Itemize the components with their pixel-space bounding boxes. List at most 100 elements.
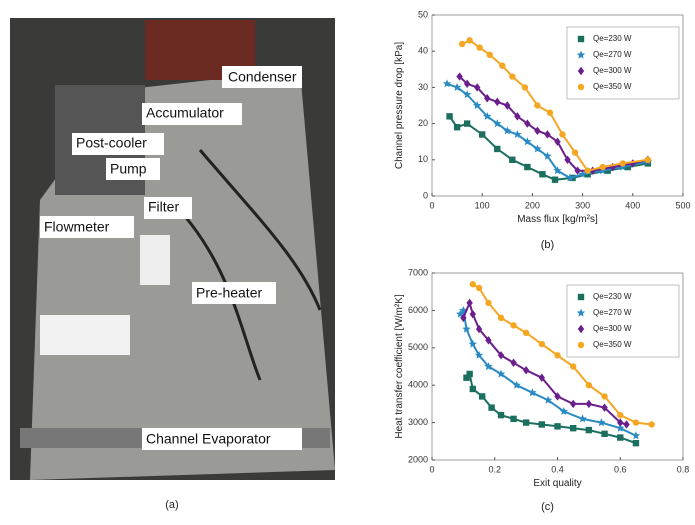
- x-tick-label: 200: [525, 200, 540, 210]
- marker: [524, 163, 531, 171]
- marker: [473, 101, 482, 110]
- marker: [571, 149, 579, 156]
- marker: [497, 314, 505, 322]
- marker: [453, 124, 461, 131]
- marker: [485, 336, 492, 345]
- marker: [460, 313, 467, 323]
- marker: [521, 84, 529, 91]
- marker: [601, 430, 608, 438]
- marker: [538, 373, 546, 382]
- marker: [510, 322, 517, 329]
- y-tick-label: 2000: [408, 454, 428, 464]
- marker: [569, 425, 577, 432]
- marker: [585, 382, 593, 389]
- marker: [569, 363, 577, 370]
- marker: [509, 73, 516, 80]
- y-tick-label: 5000: [408, 342, 428, 352]
- x-tick-label: 0.6: [614, 464, 627, 474]
- marker: [458, 40, 466, 48]
- marker: [559, 131, 566, 138]
- marker: [463, 79, 471, 88]
- marker: [452, 83, 462, 91]
- marker: [576, 308, 586, 317]
- marker: [469, 309, 476, 319]
- marker: [514, 112, 521, 121]
- legend-label: Qe=230 W: [593, 34, 632, 43]
- label-box: [106, 158, 160, 180]
- x-tick-label: 500: [675, 200, 690, 210]
- marker: [564, 155, 571, 164]
- marker: [616, 423, 625, 432]
- marker: [539, 171, 546, 178]
- photo-label: Post-cooler: [76, 135, 147, 151]
- x-tick-label: 0.4: [551, 464, 564, 474]
- y-tick-label: 20: [418, 118, 428, 128]
- marker: [486, 51, 493, 59]
- x-tick-label: 0: [429, 464, 434, 474]
- marker: [528, 388, 537, 397]
- marker: [463, 120, 471, 127]
- x-tick-label: 100: [475, 200, 490, 210]
- label-box: [40, 216, 134, 238]
- marker: [546, 109, 554, 116]
- x-axis-label: Exit quality: [533, 478, 581, 489]
- label-box: [222, 66, 302, 88]
- marker: [534, 102, 541, 109]
- marker: [551, 176, 559, 183]
- marker: [554, 137, 561, 146]
- marker: [543, 395, 553, 404]
- marker: [538, 421, 546, 428]
- marker: [577, 293, 585, 301]
- label-box: [142, 428, 302, 450]
- marker: [644, 156, 652, 163]
- marker: [497, 411, 505, 419]
- label-box: [144, 197, 192, 219]
- legend-label: Qe=350 W: [593, 340, 632, 349]
- marker: [510, 358, 517, 367]
- photo: Condenser Accumulator Post-cooler Pump F…: [10, 18, 335, 511]
- marker: [578, 169, 587, 178]
- marker: [601, 393, 608, 400]
- marker: [522, 366, 530, 375]
- marker: [534, 126, 541, 136]
- y-tick-label: 4000: [408, 380, 428, 390]
- marker: [503, 126, 512, 135]
- photo-label: Channel Evaporator: [146, 431, 271, 447]
- marker: [494, 97, 501, 107]
- marker: [484, 362, 493, 371]
- marker: [632, 439, 640, 447]
- marker: [496, 369, 506, 378]
- marker: [577, 324, 585, 334]
- y-axis-label: Heat transfer coefficient [W/m²K]: [394, 294, 405, 439]
- marker: [493, 119, 502, 128]
- marker: [513, 130, 522, 138]
- marker: [476, 44, 483, 51]
- y-tick-label: 30: [418, 82, 428, 92]
- marker: [466, 370, 473, 378]
- legend-label: Qe=270 W: [593, 308, 632, 317]
- plot-frame: [431, 14, 684, 197]
- marker: [624, 163, 631, 171]
- marker: [599, 163, 606, 171]
- marker: [554, 352, 561, 359]
- photo-label: Condenser: [228, 69, 297, 85]
- marker: [523, 137, 532, 146]
- legend-label: Qe=300 W: [593, 66, 632, 75]
- marker: [494, 145, 501, 153]
- y-axis-label: Channel pressure drop [kPa]: [394, 42, 405, 170]
- marker: [554, 392, 561, 401]
- marker: [497, 351, 505, 360]
- marker: [585, 399, 593, 409]
- legend-label: Qe=230 W: [593, 292, 632, 301]
- marker: [475, 284, 483, 292]
- marker: [446, 113, 453, 120]
- marker: [463, 374, 470, 381]
- legend-label: Qe=350 W: [593, 82, 632, 91]
- photo-label: Accumulator: [146, 105, 224, 121]
- marker: [617, 418, 624, 427]
- marker: [484, 94, 491, 103]
- marker: [574, 166, 581, 175]
- legend-box: [566, 284, 680, 358]
- marker: [629, 159, 636, 168]
